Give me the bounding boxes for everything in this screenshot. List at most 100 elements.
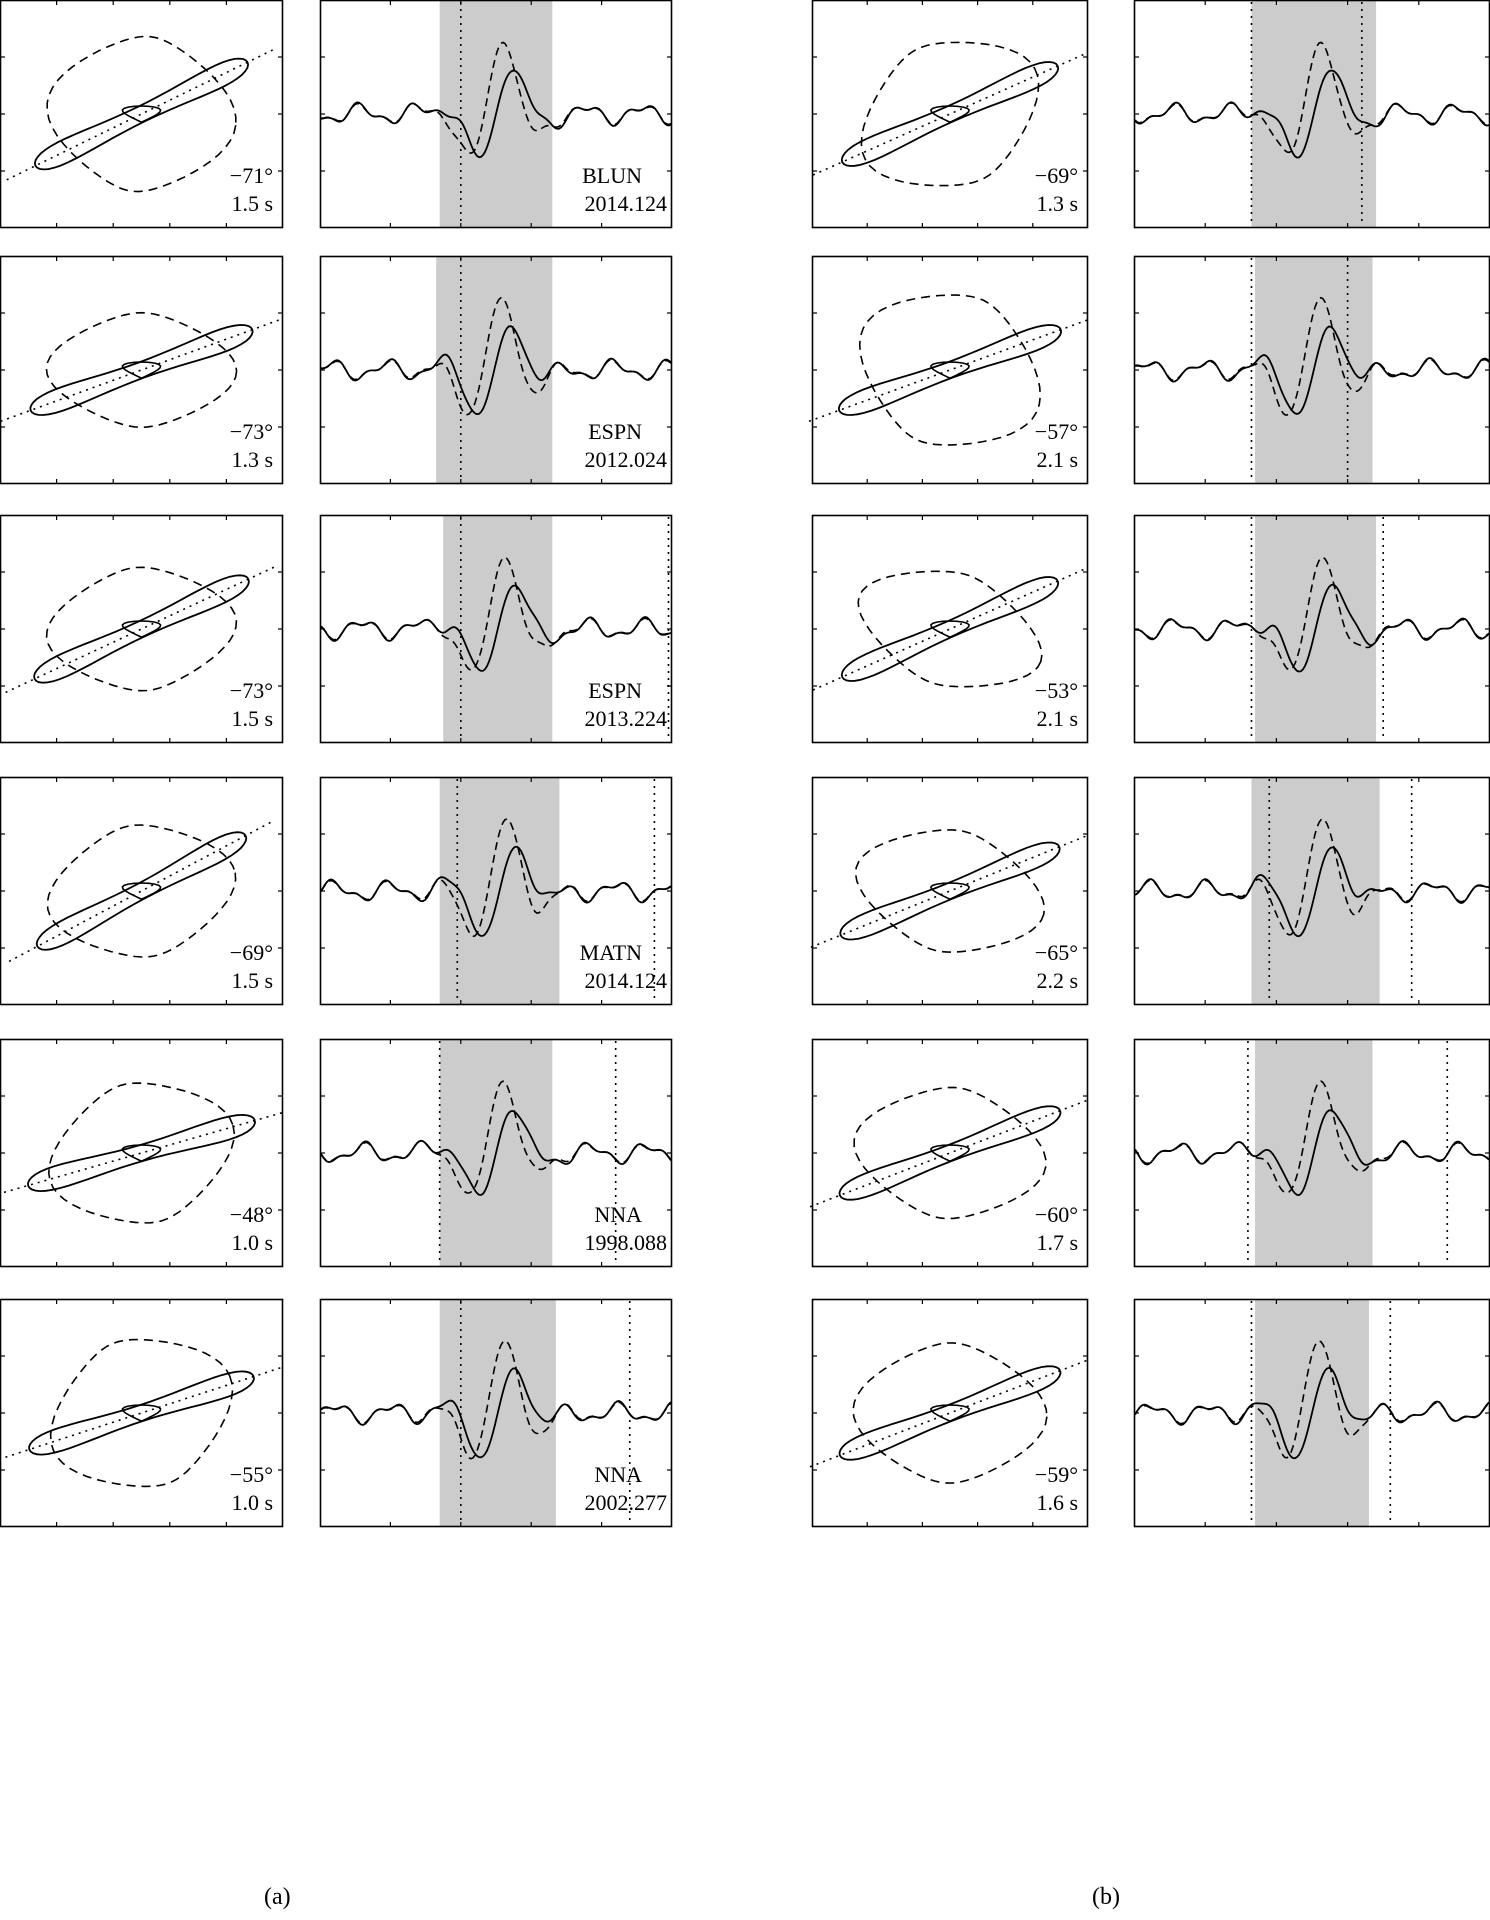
waveform-box-ticks xyxy=(1134,515,1490,743)
polarization-direction-line xyxy=(809,1098,1091,1208)
polarization-angle-label: −53° xyxy=(1034,678,1078,703)
period-label: 1.7 s xyxy=(1036,1230,1078,1255)
polarization-direction-line xyxy=(809,1358,1091,1468)
polarization-direction-line xyxy=(8,819,275,963)
particle-motion-box-ticks xyxy=(0,0,283,228)
waveform-box-ticks xyxy=(1134,256,1490,484)
particle-motion-solid xyxy=(33,57,250,171)
waveform-solid-trace xyxy=(321,325,672,416)
particle-motion-solid xyxy=(838,1105,1062,1201)
polarization-direction-line xyxy=(5,564,278,694)
waveform-box-ticks xyxy=(320,1299,672,1527)
particle-motion-dashed xyxy=(852,1342,1048,1484)
particle-motion-solid xyxy=(33,574,250,684)
particle-motion-inner-loop xyxy=(121,1144,162,1162)
waveform-solid-trace xyxy=(1134,1109,1490,1197)
particle-motion-dashed xyxy=(46,35,237,193)
event-label: 2014.124 xyxy=(584,968,668,993)
waveform-box-ticks xyxy=(320,515,672,743)
polarization-angle-label: −71° xyxy=(229,163,273,188)
period-label: 1.0 s xyxy=(231,1230,273,1255)
event-label: 2014.124 xyxy=(584,191,668,216)
polarization-angle-label: −69° xyxy=(1034,163,1078,188)
waveform-solid-trace xyxy=(320,69,672,159)
polarization-direction-line xyxy=(810,834,1090,948)
particle-motion-dashed xyxy=(47,1082,236,1224)
waveform-solid-trace xyxy=(320,584,672,672)
particle-motion-box-ticks xyxy=(0,515,283,743)
particle-motion-box-ticks xyxy=(0,1299,283,1527)
polarization-angle-label: −73° xyxy=(229,419,273,444)
waveform-solid-trace xyxy=(1135,583,1490,673)
event-label: 2013.224 xyxy=(584,706,668,731)
waveform-box-ticks xyxy=(320,777,672,1005)
waveform-solid-trace xyxy=(320,1110,672,1196)
waveform-box-ticks xyxy=(1134,1039,1490,1267)
particle-motion-inner-loop xyxy=(121,1404,162,1422)
particle-motion-dashed xyxy=(857,570,1043,688)
polarization-angle-label: −65° xyxy=(1034,940,1078,965)
particle-motion-inner-loop xyxy=(929,361,971,379)
particle-motion-solid xyxy=(29,324,254,416)
waveform-solid-trace xyxy=(1134,1366,1490,1460)
waveform-box-ticks xyxy=(1134,1299,1490,1527)
waveform-dashed-trace xyxy=(320,1080,672,1194)
polarization-direction-line xyxy=(0,317,283,423)
waveform-solid-trace xyxy=(320,1367,672,1459)
particle-motion-inner-loop xyxy=(929,1144,971,1162)
particle-motion-inner-loop xyxy=(121,882,162,900)
particle-motion-box-ticks xyxy=(812,1039,1088,1267)
particle-motion-inner-loop xyxy=(929,882,971,900)
polarization-angle-label: −59° xyxy=(1034,1462,1078,1487)
polarization-direction-line xyxy=(0,1365,285,1460)
particle-motion-inner-loop xyxy=(121,105,162,123)
particle-motion-inner-loop xyxy=(121,361,162,379)
particle-motion-dashed xyxy=(49,1338,234,1488)
particle-motion-box-ticks xyxy=(812,256,1088,484)
period-label: 1.5 s xyxy=(231,706,273,731)
station-label: BLUN xyxy=(582,163,642,188)
station-label: ESPN xyxy=(588,678,642,703)
waveform-dashed-trace xyxy=(320,818,672,938)
period-label: 2.1 s xyxy=(1036,447,1078,472)
event-label: 1998.088 xyxy=(584,1230,668,1255)
polarization-direction-line xyxy=(808,317,1092,423)
period-label: 2.1 s xyxy=(1036,706,1078,731)
polarization-angle-label: −73° xyxy=(229,678,273,703)
particle-motion-box-ticks xyxy=(0,777,283,1005)
particle-motion-solid xyxy=(840,61,1060,167)
waveform-box-ticks xyxy=(1134,0,1490,228)
waveform-solid-trace xyxy=(1134,325,1490,415)
particle-motion-box-ticks xyxy=(0,256,283,484)
polarization-direction-line xyxy=(812,52,1088,176)
polarization-angle-label: −57° xyxy=(1034,419,1078,444)
period-label: 1.3 s xyxy=(1036,191,1078,216)
particle-motion-solid xyxy=(838,1365,1062,1461)
event-label: 2012.024 xyxy=(584,447,668,472)
panel-label-b: (b) xyxy=(1092,1884,1120,1910)
period-label: 1.5 s xyxy=(231,968,273,993)
particle-motion-inner-loop xyxy=(929,1404,971,1422)
waveform-solid-trace xyxy=(320,845,672,937)
particle-motion-solid xyxy=(27,1113,256,1193)
waveform-solid-trace xyxy=(1134,846,1489,938)
polarization-angle-label: −69° xyxy=(229,940,273,965)
waveform-box-ticks xyxy=(320,1039,672,1267)
period-label: 1.6 s xyxy=(1036,1490,1078,1515)
period-label: 1.0 s xyxy=(231,1490,273,1515)
particle-motion-solid xyxy=(837,324,1063,416)
particle-motion-dashed xyxy=(860,41,1040,187)
particle-motion-inner-loop xyxy=(929,105,971,123)
particle-motion-solid xyxy=(28,1370,255,1456)
particle-motion-dashed xyxy=(46,824,237,958)
particle-motion-dashed xyxy=(858,294,1042,446)
station-label: MATN xyxy=(579,940,642,965)
particle-motion-inner-loop xyxy=(929,620,971,638)
particle-motion-box-ticks xyxy=(812,1299,1088,1527)
particle-motion-dashed xyxy=(853,1086,1047,1220)
particle-motion-box-ticks xyxy=(812,777,1088,1005)
period-label: 2.2 s xyxy=(1036,968,1078,993)
polarization-direction-line xyxy=(6,47,277,181)
